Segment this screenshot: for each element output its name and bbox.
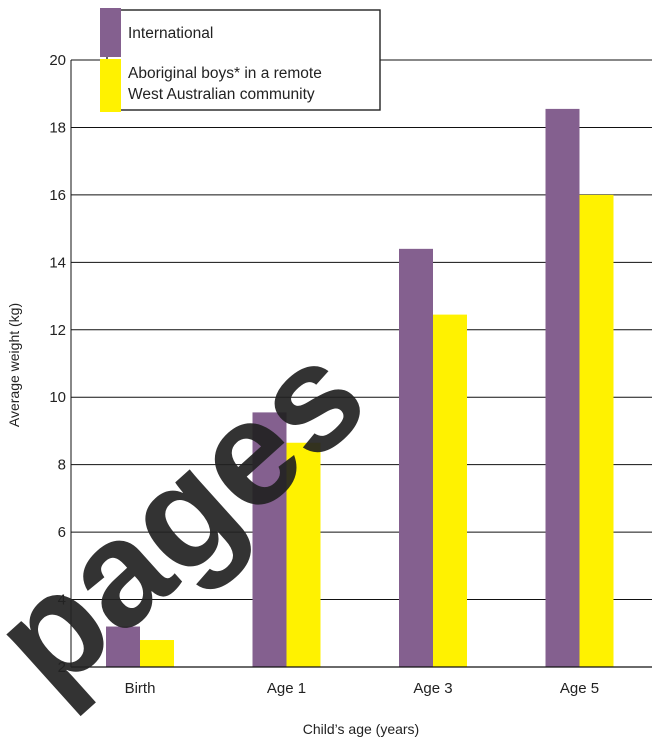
bar-series-0-birth	[106, 626, 140, 667]
y-tick-label: 14	[49, 254, 66, 271]
y-tick-label: 4	[58, 592, 66, 609]
watermark: pages	[0, 309, 396, 724]
bars	[106, 108, 614, 668]
bar-series-1-age-3	[433, 314, 467, 667]
y-tick-labels: 2 4 6 8 10 12 14 16 18 20	[49, 52, 66, 676]
legend-swatch-aboriginal	[100, 59, 121, 112]
bar-series-0-age-3	[399, 248, 433, 667]
y-tick-label: 18	[49, 119, 66, 136]
x-tick-label: Age 5	[560, 680, 599, 697]
bar-series-0-age-1	[252, 412, 287, 667]
legend-label-aboriginal-line-1: Aboriginal boys* in a remote	[128, 65, 322, 82]
y-tick-label: 16	[49, 187, 66, 204]
legend: International Aboriginal boys* in a remo…	[100, 8, 381, 112]
y-tick-label: 8	[58, 457, 66, 474]
y-tick-label: 20	[49, 52, 66, 69]
bar-series-1-age-5	[579, 194, 614, 667]
legend-swatch-international	[100, 8, 121, 57]
bar-series-1-birth	[140, 640, 174, 667]
bar-series-0-age-5	[545, 108, 580, 668]
x-tick-label: Age 3	[413, 680, 452, 697]
legend-box	[106, 9, 381, 111]
legend-label-aboriginal-line-2: West Australian community	[128, 86, 315, 103]
y-tick-label: 10	[49, 389, 66, 406]
x-tick-label: Age 1	[267, 680, 306, 697]
legend-label-international: International	[128, 25, 213, 42]
y-tick-label: 2	[58, 659, 66, 676]
y-tick-label: 6	[58, 524, 66, 541]
x-axis-label: Child’s age (years)	[303, 721, 419, 737]
y-tick-label: 12	[49, 322, 66, 339]
x-tick-labels: Birth Age 1 Age 3 Age 5	[125, 680, 600, 697]
y-axis-label: Average weight (kg)	[6, 303, 22, 427]
x-tick-label: Birth	[125, 680, 156, 697]
bar-series-1-age-1	[286, 442, 321, 667]
